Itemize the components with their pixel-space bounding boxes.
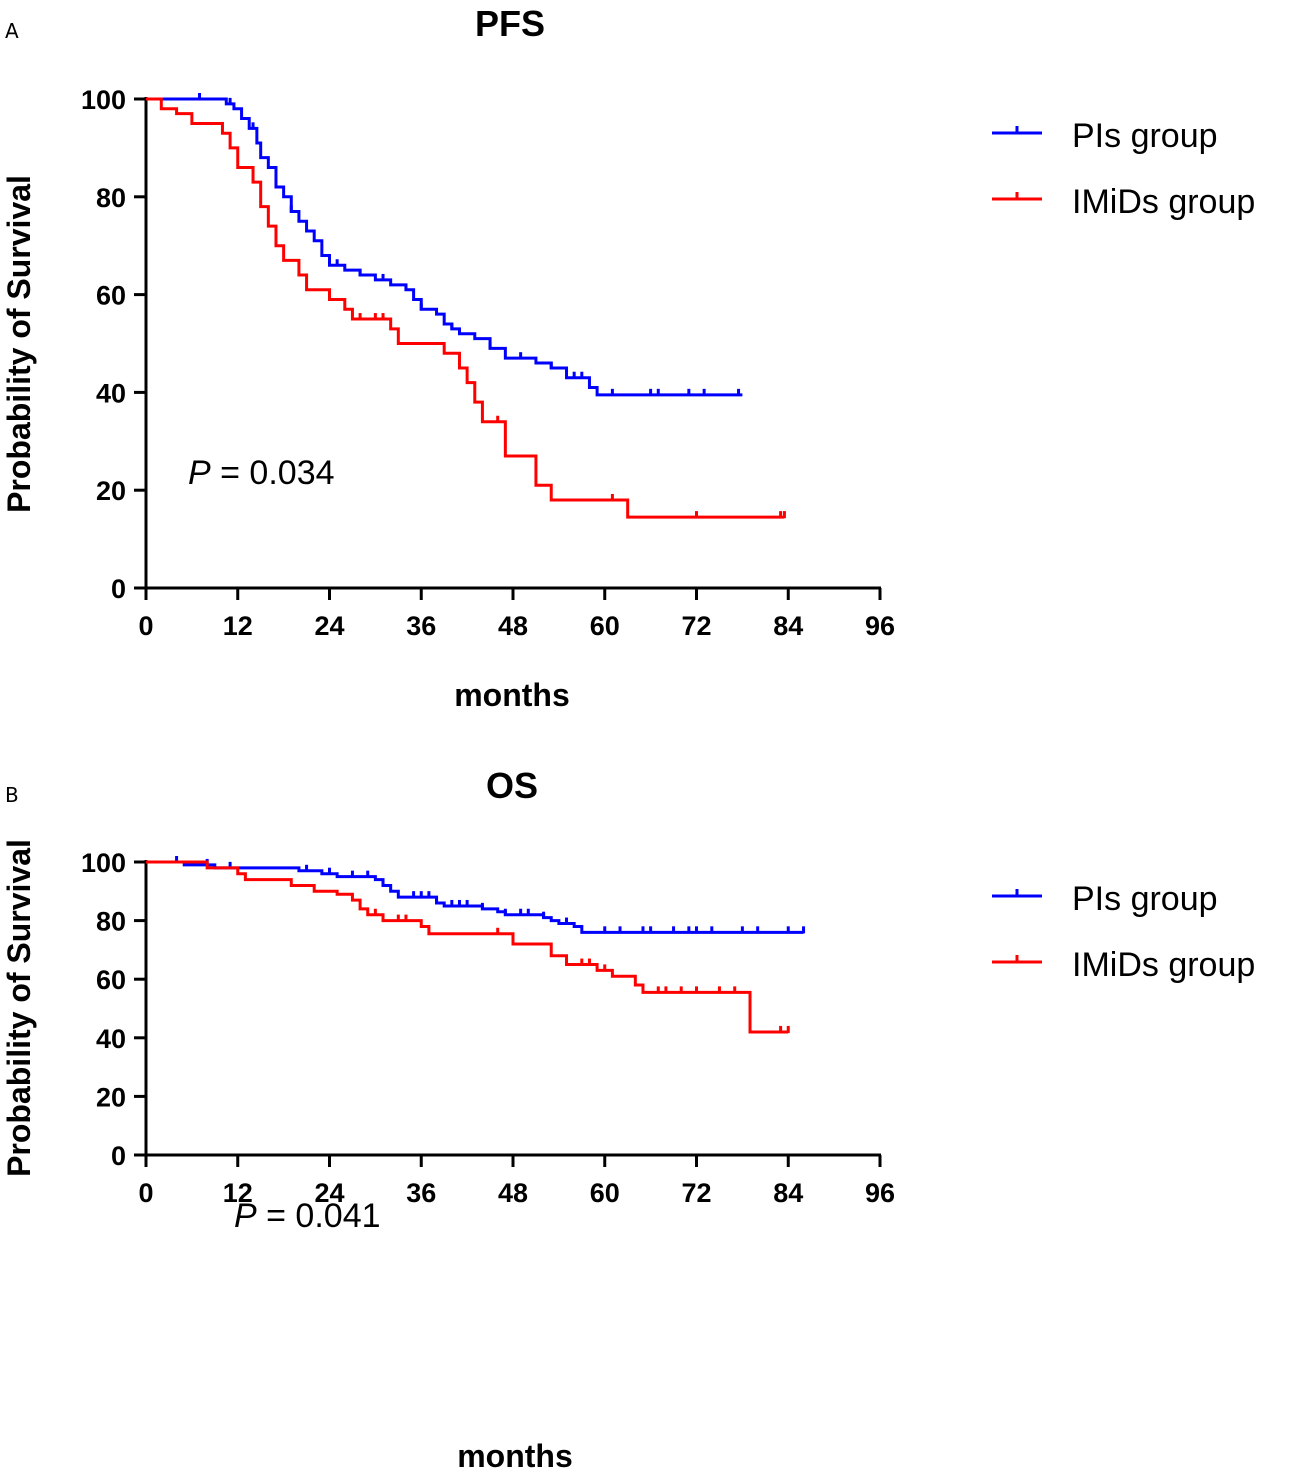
os-imids-group-curve: [146, 860, 789, 1034]
os-x-tick-label: 24: [314, 1178, 344, 1208]
os-y-tick-label: 100: [81, 848, 126, 878]
os-x-tick-label: 36: [406, 1178, 436, 1208]
os-x-tick-label: 0: [138, 1178, 153, 1208]
pfs-y-tick-label: 100: [81, 85, 126, 115]
pfs-y-tick-label: 0: [111, 574, 126, 604]
os-y-tick-label: 0: [111, 1141, 126, 1171]
pfs-p-value: P = 0.034: [188, 454, 335, 492]
pfs-x-tick-label: 84: [773, 611, 803, 641]
pfs-x-tick-label: 48: [498, 611, 528, 641]
pfs-x-tick-label: 60: [590, 611, 620, 641]
os-y-tick-label: 40: [96, 1024, 126, 1054]
os-p-text: = 0.041: [257, 1197, 381, 1235]
os-p-symbol: P: [234, 1197, 257, 1235]
pfs-x-tick-label: 0: [138, 611, 153, 641]
os-x-tick-label: 48: [498, 1178, 528, 1208]
os-y-axis-label: Probability of Survival: [1, 839, 37, 1177]
os-x-axis-label: months: [457, 1438, 573, 1474]
os-y-tick-label: 80: [96, 907, 126, 937]
pfs-p-symbol: P: [188, 454, 211, 492]
os-p-value: P = 0.041: [234, 1197, 381, 1235]
pfs-legend-pis-label: PIs group: [1072, 117, 1218, 155]
pfs-x-tick-label: 96: [865, 611, 895, 641]
pfs-y-tick-label: 80: [96, 183, 126, 213]
os-x-tick-label: 60: [590, 1178, 620, 1208]
pfs-x-tick-label: 12: [223, 611, 253, 641]
pfs-y-tick-label: 60: [96, 281, 126, 311]
os-y-tick-label: 60: [96, 965, 126, 995]
panel-letter-a: A: [5, 19, 19, 43]
pfs-y-tick-label: 40: [96, 378, 126, 408]
pfs-y-axis-label: Probability of Survival: [1, 175, 37, 513]
panel-letter-b: B: [5, 783, 19, 807]
os-title: OS: [486, 765, 538, 806]
pfs-y-tick-label: 20: [96, 476, 126, 506]
pfs-legend-imids-label: IMiDs group: [1072, 183, 1255, 221]
os-x-tick-label: 84: [773, 1178, 803, 1208]
pfs-x-tick-label: 36: [406, 611, 436, 641]
os-y-tick-label: 20: [96, 1082, 126, 1112]
pfs-x-tick-label: 72: [681, 611, 711, 641]
os-x-tick-label: 72: [681, 1178, 711, 1208]
os-x-tick-label: 96: [865, 1178, 895, 1208]
pfs-x-axis-label: months: [454, 677, 570, 713]
pfs-p-text: = 0.034: [211, 454, 335, 492]
pfs-plot: 0 12 24 36 48 60 72 84 96 0 20 40 60 80 100: [81, 85, 1042, 641]
os-legend-pis-label: PIs group: [1072, 880, 1218, 918]
os-x-tick-label: 12: [223, 1178, 253, 1208]
os-plot: 0 12 24 36 48 60 72 84 96 0 20 40 60 80 100: [81, 848, 1042, 1208]
pfs-title: PFS: [475, 3, 545, 44]
pfs-x-tick-label: 24: [314, 611, 344, 641]
os-legend-imids-label: IMiDs group: [1072, 946, 1255, 984]
